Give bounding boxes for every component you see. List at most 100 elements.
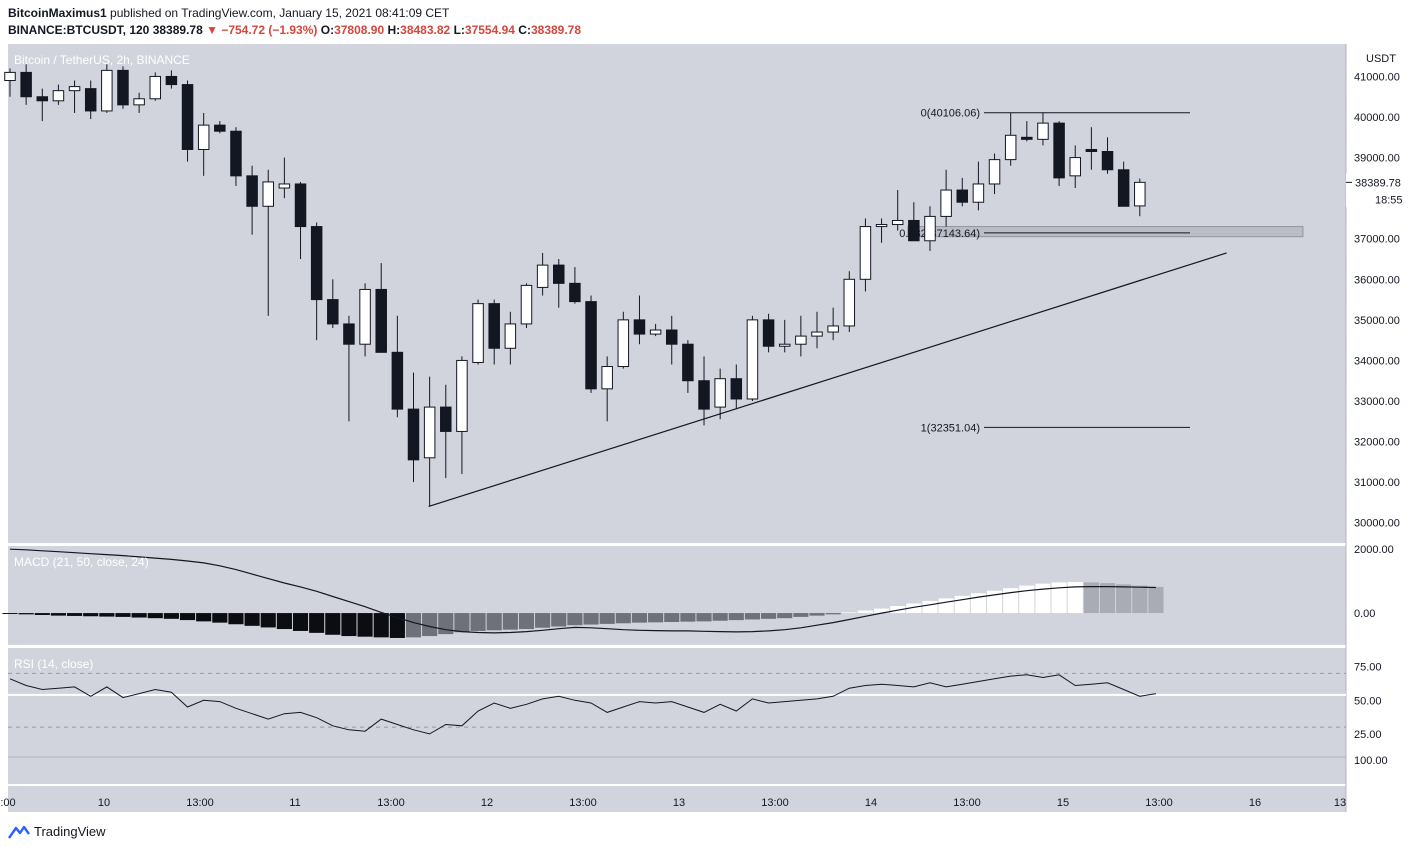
- macd-histogram-bar: [260, 613, 276, 628]
- candle: [536, 264, 549, 288]
- macd-histogram-bar: [196, 613, 212, 622]
- candle: [698, 380, 710, 410]
- macd-histogram-bar: [66, 613, 83, 616]
- macd-histogram-bar: [1003, 588, 1019, 614]
- high-label: H:: [387, 23, 401, 37]
- price-tick-label: 30000.00: [1354, 518, 1400, 530]
- candle: [569, 282, 581, 303]
- candle: [117, 69, 129, 106]
- candle: [149, 75, 162, 100]
- candle: [520, 284, 533, 325]
- time-tick-label: 13: [1334, 797, 1346, 809]
- last-price-box: [1346, 173, 1412, 208]
- bar-countdown: 18:55: [1375, 194, 1403, 206]
- macd-histogram-bar: [777, 613, 793, 619]
- macd-histogram-bar: [357, 613, 373, 637]
- macd-tick-label: 2000.00: [1354, 544, 1394, 556]
- time-tick-label: 13:00: [761, 797, 789, 809]
- macd-histogram-bar: [938, 598, 954, 614]
- candle: [68, 86, 81, 92]
- candle: [1037, 122, 1049, 140]
- candle: [649, 329, 662, 335]
- price-change: ▼ −754.72 (−1.93%): [206, 23, 318, 37]
- macd-histogram-bar: [341, 613, 357, 637]
- candle: [423, 406, 436, 459]
- rsi-label: RSI (14, close): [14, 657, 93, 671]
- candle: [875, 224, 888, 228]
- macd-histogram-bar: [389, 613, 405, 638]
- candle: [1117, 169, 1130, 207]
- candle: [811, 331, 823, 337]
- candle: [1021, 136, 1033, 140]
- macd-histogram-bar: [1116, 584, 1132, 614]
- macd-histogram-bar: [567, 613, 583, 626]
- macd-histogram-bar: [438, 613, 454, 635]
- candle: [246, 175, 258, 207]
- rsi-pane-bg: [8, 648, 1346, 784]
- candle: [165, 75, 178, 86]
- author-name[interactable]: BitcoinMaximus1: [8, 6, 107, 20]
- support-zone: [907, 226, 1304, 238]
- tradingview-brand[interactable]: TradingView: [8, 824, 106, 839]
- macd-histogram-bar: [50, 613, 66, 616]
- macd-histogram-bar: [793, 613, 809, 617]
- macd-histogram-bar: [163, 613, 179, 619]
- macd-histogram-bar: [486, 613, 502, 631]
- macd-histogram-bar: [34, 613, 50, 615]
- macd-histogram-bar: [422, 613, 438, 637]
- chart-title: Bitcoin / TetherUS, 2h, BINANCE: [14, 53, 190, 67]
- candle: [891, 219, 904, 226]
- macd-histogram-bar: [680, 613, 696, 622]
- candle: [84, 88, 97, 112]
- rsi-tick-label: 25.00: [1354, 729, 1382, 741]
- macd-histogram-bar: [809, 613, 825, 616]
- candle: [682, 343, 694, 382]
- time-axis-bg: [8, 786, 1346, 812]
- macd-histogram-bar: [648, 613, 664, 623]
- macd-histogram-bar: [228, 613, 244, 625]
- candle: [956, 189, 969, 203]
- time-tick-label: 13:00: [953, 797, 981, 809]
- macd-histogram-bar: [83, 613, 99, 617]
- macd-histogram-bar: [761, 613, 777, 619]
- rsi-tick-label: 50.00: [1354, 695, 1382, 707]
- macd-histogram-bar: [1051, 582, 1067, 614]
- low-label: L:: [453, 23, 465, 37]
- macd-histogram-bar: [1099, 583, 1116, 614]
- macd-histogram-bar: [502, 613, 518, 630]
- rsi-tick-label: 75.00: [1354, 662, 1382, 674]
- candle: [1069, 157, 1081, 177]
- candle: [617, 319, 630, 368]
- low-value: 37554.94: [464, 23, 515, 37]
- time-tick-label: 13:00: [569, 797, 597, 809]
- macd-histogram-bar: [292, 613, 309, 631]
- time-tick-label: 11: [289, 797, 300, 809]
- candle: [133, 98, 145, 106]
- macd-histogram-bar: [1019, 585, 1035, 614]
- candle: [1085, 148, 1098, 153]
- macd-histogram-bar: [470, 613, 486, 631]
- price-tick-label: 33000.00: [1354, 396, 1400, 408]
- candle: [859, 226, 872, 280]
- candle: [472, 303, 484, 363]
- price-tick-label: 34000.00: [1354, 355, 1400, 367]
- macd-histogram-bar: [744, 613, 761, 620]
- macd-histogram-bar: [583, 613, 599, 625]
- ohlc-line: BINANCE:BTCUSDT, 120 38389.78 ▼ −754.72 …: [8, 23, 581, 37]
- macd-histogram-bar: [2, 613, 18, 615]
- price-tick-label: 32000.00: [1354, 437, 1400, 449]
- open-value: 37808.90: [334, 23, 385, 37]
- candle: [553, 264, 565, 284]
- candle: [278, 183, 291, 189]
- candle: [746, 319, 759, 400]
- candle: [456, 359, 468, 432]
- time-tick-label: 13:00: [186, 797, 214, 809]
- macd-histogram-bar: [454, 613, 470, 633]
- macd-histogram-bar: [857, 610, 873, 614]
- publish-line: BitcoinMaximus1 published on TradingView…: [8, 6, 449, 20]
- macd-histogram-bar: [922, 600, 938, 614]
- candle: [488, 303, 500, 349]
- candle: [4, 71, 16, 82]
- candle: [778, 343, 791, 347]
